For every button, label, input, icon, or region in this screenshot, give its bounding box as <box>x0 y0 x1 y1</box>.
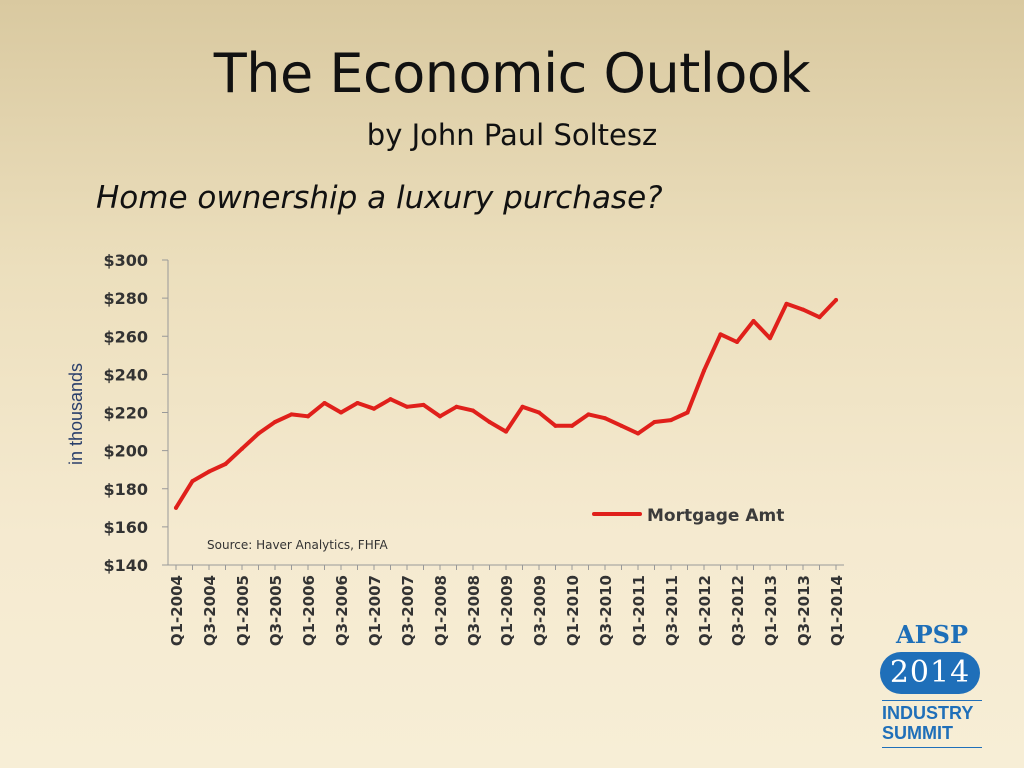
data-point <box>603 416 607 421</box>
x-tick-label: Q3-2012 <box>729 575 747 646</box>
data-point <box>817 315 822 320</box>
data-point <box>735 339 739 344</box>
data-point <box>322 400 327 405</box>
x-tick-label: Q3-2010 <box>597 575 615 646</box>
data-point <box>718 332 723 337</box>
data-point <box>553 423 558 428</box>
data-point <box>438 414 442 419</box>
data-point <box>504 429 508 434</box>
data-point <box>240 446 244 451</box>
data-point <box>570 423 574 428</box>
slide-title: The Economic Outlook <box>213 42 811 105</box>
x-tick-label: Q3-2011 <box>663 575 681 646</box>
data-point <box>289 412 294 417</box>
x-tick-label: Q3-2005 <box>267 575 285 646</box>
y-tick-label: $280 <box>103 289 148 308</box>
x-tick-label: Q1-2006 <box>300 575 318 646</box>
data-point <box>619 423 624 428</box>
y-tick-label: $260 <box>103 327 148 346</box>
data-point <box>207 469 211 474</box>
series-line-mortgage-amt <box>174 298 838 510</box>
x-tick-label: Q1-2014 <box>828 575 846 646</box>
x-tick-label: Q1-2004 <box>168 575 186 646</box>
data-point <box>751 319 756 323</box>
data-point <box>768 336 772 341</box>
data-point <box>339 410 343 415</box>
logo-line-industry: INDUSTRY <box>882 703 974 723</box>
x-tick-label: Q3-2009 <box>531 575 549 646</box>
x-tick-label: Q1-2013 <box>762 575 780 646</box>
slide-subtitle: by John Paul Soltesz <box>366 118 658 152</box>
series-group <box>174 298 838 510</box>
data-point <box>669 418 673 423</box>
logo-divider <box>882 700 982 701</box>
y-axis-label: in thousands <box>66 363 86 465</box>
data-point <box>784 301 789 306</box>
data-point <box>223 461 228 466</box>
data-point <box>256 431 261 436</box>
x-tick-label: Q1-2005 <box>234 575 252 646</box>
y-tick-label: $300 <box>103 251 148 270</box>
x-tick-label: Q3-2013 <box>795 575 813 646</box>
data-point <box>685 410 690 415</box>
data-point <box>190 479 195 484</box>
data-point <box>586 412 591 417</box>
y-tick-label: $140 <box>103 556 148 575</box>
data-point <box>471 408 475 413</box>
data-point <box>421 402 426 407</box>
data-point <box>702 368 706 373</box>
y-tick-label: $200 <box>103 442 148 461</box>
data-point <box>487 420 492 425</box>
logo-year: 2014 <box>880 652 980 694</box>
data-point <box>405 404 409 409</box>
data-point <box>273 420 277 425</box>
x-tick-label: Q1-2012 <box>696 575 714 646</box>
data-point <box>636 431 640 436</box>
slide-heading: Home ownership a luxury purchase? <box>96 180 663 216</box>
x-tick-label: Q1-2007 <box>366 575 384 646</box>
y-tick-label: $160 <box>103 518 148 537</box>
y-axis: $140 $160 $180 $200 $220 $240 $260 $280 $300 <box>103 251 169 575</box>
x-tick-label: Q1-2011 <box>630 575 648 646</box>
y-tick-label: $240 <box>103 365 148 384</box>
y-tick-label: $220 <box>103 404 148 423</box>
data-point <box>306 414 310 419</box>
data-point <box>355 400 360 405</box>
x-tick-label: Q1-2010 <box>564 575 582 646</box>
data-point <box>834 298 838 303</box>
data-point <box>520 404 525 409</box>
x-tick-label: Q3-2006 <box>333 575 351 646</box>
y-tick-label: $180 <box>103 480 148 499</box>
x-tick-label: Q1-2009 <box>498 575 516 646</box>
logo-brand: APSP <box>895 620 969 649</box>
x-tick-label: Q3-2008 <box>465 575 483 646</box>
logo-divider-bottom <box>882 747 982 748</box>
source-note: Source: Haver Analytics, FHFA <box>207 538 389 552</box>
legend-label: Mortgage Amt <box>647 506 784 526</box>
apsp-logo: APSP 2014 INDUSTRY SUMMIT <box>876 620 984 752</box>
data-point <box>454 404 459 409</box>
x-tick-label: Q3-2004 <box>201 575 219 646</box>
x-axis: Q1-2004 Q3-2004 Q1-2005 Q3-2005 Q1-2006 Q3-20… <box>168 564 846 646</box>
data-point <box>537 410 541 415</box>
data-point <box>174 505 178 510</box>
x-tick-label: Q1-2008 <box>432 575 450 646</box>
data-point <box>652 420 657 425</box>
data-point <box>801 307 805 312</box>
logo-line-summit: SUMMIT <box>882 723 953 743</box>
x-tick-label: Q3-2007 <box>399 575 417 646</box>
data-point <box>388 397 393 402</box>
data-point <box>372 406 376 411</box>
